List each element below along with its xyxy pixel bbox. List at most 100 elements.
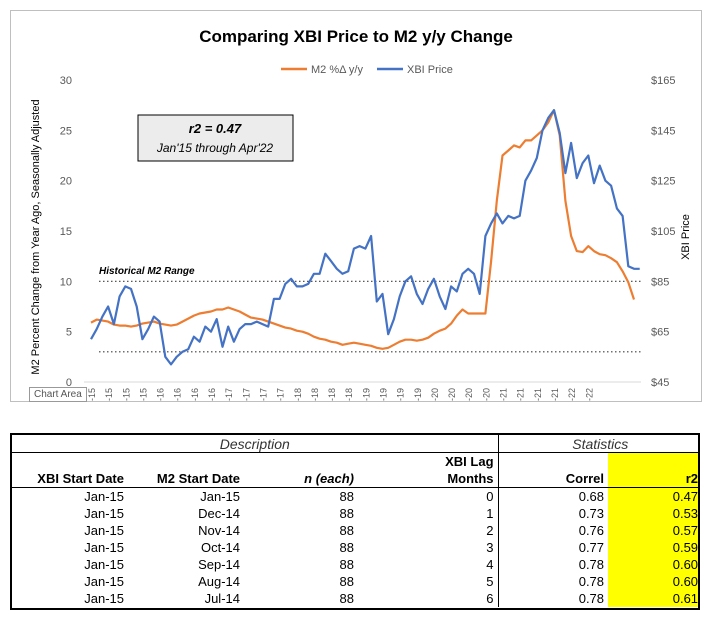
x-tick-label: Oct-19: [413, 388, 423, 401]
table-row: Jan-15 Jan-15 88 0 0.68 0.47: [12, 487, 698, 505]
table-row: Jan-15 Sep-14 88 4 0.78 0.60: [12, 556, 698, 573]
x-tick-label: Apr-19: [379, 388, 389, 401]
x-tick-label: Jul-21: [533, 388, 543, 401]
r2-annotation-box: r2 = 0.47 Jan'15 through Apr'22: [137, 114, 294, 162]
r2-annotation: r2 = 0.47: [189, 121, 242, 136]
x-tick-label: Oct-17: [276, 388, 286, 401]
y-right-tick-label: $105: [651, 226, 675, 238]
cell-r2: 0.53: [608, 505, 698, 522]
x-tick-label: Jan-20: [430, 388, 440, 401]
y-left-tick-label: 0: [66, 377, 72, 389]
range-lines: [99, 280, 641, 353]
cell-m2-start: Sep-14: [198, 556, 240, 572]
period-annotation: Jan'15 through Apr'22: [156, 141, 274, 155]
cell-xbi-start: Jan-15: [84, 488, 124, 504]
stats-table: Description Statistics XBI Lag XBI Start…: [12, 435, 698, 607]
cell-n: 88: [339, 573, 354, 589]
cell-xbi-start: Jan-15: [84, 556, 124, 572]
x-tick-label: Jul-16: [190, 388, 200, 401]
header-r2: r2: [608, 470, 698, 488]
cell-n: 88: [339, 539, 354, 555]
cell-m2-start: Oct-14: [200, 539, 240, 555]
cell-n: 88: [339, 505, 354, 521]
legend-label-xbi: XBI Price: [407, 64, 453, 76]
x-tick-label: Jul-15: [121, 388, 131, 401]
x-tick-label: Jan-19: [361, 388, 371, 401]
chart-area[interactable]: Comparing XBI Price to M2 y/y Change M2 …: [10, 10, 702, 402]
x-tick-label: Jan-22: [567, 388, 577, 401]
header-correl: Correl: [497, 470, 609, 488]
x-tick-label: Jan-16: [156, 388, 166, 401]
cell-m2-start: Jan-15: [200, 488, 240, 504]
x-tick-label: Apr-17: [241, 388, 251, 401]
table-row: Jan-15 Oct-14 88 3 0.77 0.59: [12, 539, 698, 556]
cell-n: 88: [339, 522, 354, 538]
x-tick-label: Jan-21: [499, 388, 509, 401]
cell-lag: 5: [486, 573, 494, 589]
cell-lag: 0: [486, 488, 494, 504]
y-right-tick-label: $165: [651, 75, 675, 87]
cell-correl: 0.78: [497, 590, 609, 607]
x-tick-label: Oct-20: [481, 388, 491, 401]
x-tick-label: Apr-18: [310, 388, 320, 401]
series-group: [90, 109, 640, 366]
x-tick-label: Jan-17: [224, 388, 234, 401]
y-right-tick-label: $85: [651, 276, 669, 288]
chart-title: Comparing XBI Price to M2 y/y Change: [199, 27, 513, 46]
cell-correl: 0.73: [497, 505, 609, 522]
x-tick-label: Oct-15: [138, 388, 148, 401]
cell-n: 88: [339, 556, 354, 572]
x-tick-label: Jan-15: [87, 388, 97, 401]
header-m2-start: M2 Start Date: [128, 470, 244, 488]
cell-lag: 6: [486, 590, 494, 606]
y-left-tick-label: 25: [60, 125, 72, 137]
y-right-tick-label: $65: [651, 327, 669, 339]
y-right-tick-label: $145: [651, 125, 675, 137]
chart-svg: Comparing XBI Price to M2 y/y Change M2 …: [30, 27, 692, 401]
x-tick-label: Jan-18: [293, 388, 303, 401]
axes: 0 5 10 15 20 25 30 $45 $65 $85 $105 $125 $145 $165 Jan…: [60, 75, 676, 401]
cell-n: 88: [339, 488, 354, 504]
x-tick-label: Apr-20: [447, 388, 457, 401]
y-right-tick-label: $125: [651, 176, 675, 188]
x-tick-label: Oct-21: [550, 388, 560, 401]
table-row: Jan-15 Dec-14 88 1 0.73 0.53: [12, 505, 698, 522]
cell-r2: 0.60: [608, 573, 698, 590]
x-tick-label: Jul-20: [464, 388, 474, 401]
header-xbi-start: XBI Start Date: [12, 470, 128, 488]
group-statistics: Statistics: [497, 435, 698, 453]
cell-correl: 0.68: [497, 487, 609, 505]
cell-correl: 0.76: [497, 522, 609, 539]
table-row: Jan-15 Nov-14 88 2 0.76 0.57: [12, 522, 698, 539]
range-label: Historical M2 Range: [99, 266, 195, 277]
x-tick-label: Jul-18: [327, 388, 337, 401]
cell-r2: 0.47: [608, 487, 698, 505]
cell-n: 88: [339, 590, 354, 606]
cell-m2-start: Dec-14: [198, 505, 240, 521]
cell-r2: 0.61: [608, 590, 698, 607]
cell-xbi-start: Jan-15: [84, 505, 124, 521]
cell-r2: 0.59: [608, 539, 698, 556]
cell-xbi-start: Jan-15: [84, 539, 124, 555]
cell-xbi-start: Jan-15: [84, 522, 124, 538]
cell-m2-start: Nov-14: [198, 522, 240, 538]
legend-label-m2: M2 %Δ y/y: [311, 64, 363, 76]
cell-m2-start: Jul-14: [204, 590, 240, 606]
x-tick-label: Apr-15: [104, 388, 114, 401]
cell-xbi-start: Jan-15: [84, 590, 124, 606]
x-tick-label: Jul-17: [258, 388, 268, 401]
table-row: Jan-15 Aug-14 88 5 0.78 0.60: [12, 573, 698, 590]
x-tick-label: Oct-18: [344, 388, 354, 401]
cell-correl: 0.78: [497, 556, 609, 573]
cell-correl: 0.78: [497, 573, 609, 590]
cell-r2: 0.60: [608, 556, 698, 573]
cell-lag: 4: [486, 556, 494, 572]
y-axis-right-label: XBI Price: [680, 214, 692, 260]
cell-correl: 0.77: [497, 539, 609, 556]
table-row: Jan-15 Jul-14 88 6 0.78 0.61: [12, 590, 698, 607]
cell-lag: 2: [486, 522, 494, 538]
cell-lag: 1: [486, 505, 494, 521]
x-tick-label: Apr-21: [516, 388, 526, 401]
cell-r2: 0.57: [608, 522, 698, 539]
legend: M2 %Δ y/y XBI Price: [281, 64, 453, 76]
